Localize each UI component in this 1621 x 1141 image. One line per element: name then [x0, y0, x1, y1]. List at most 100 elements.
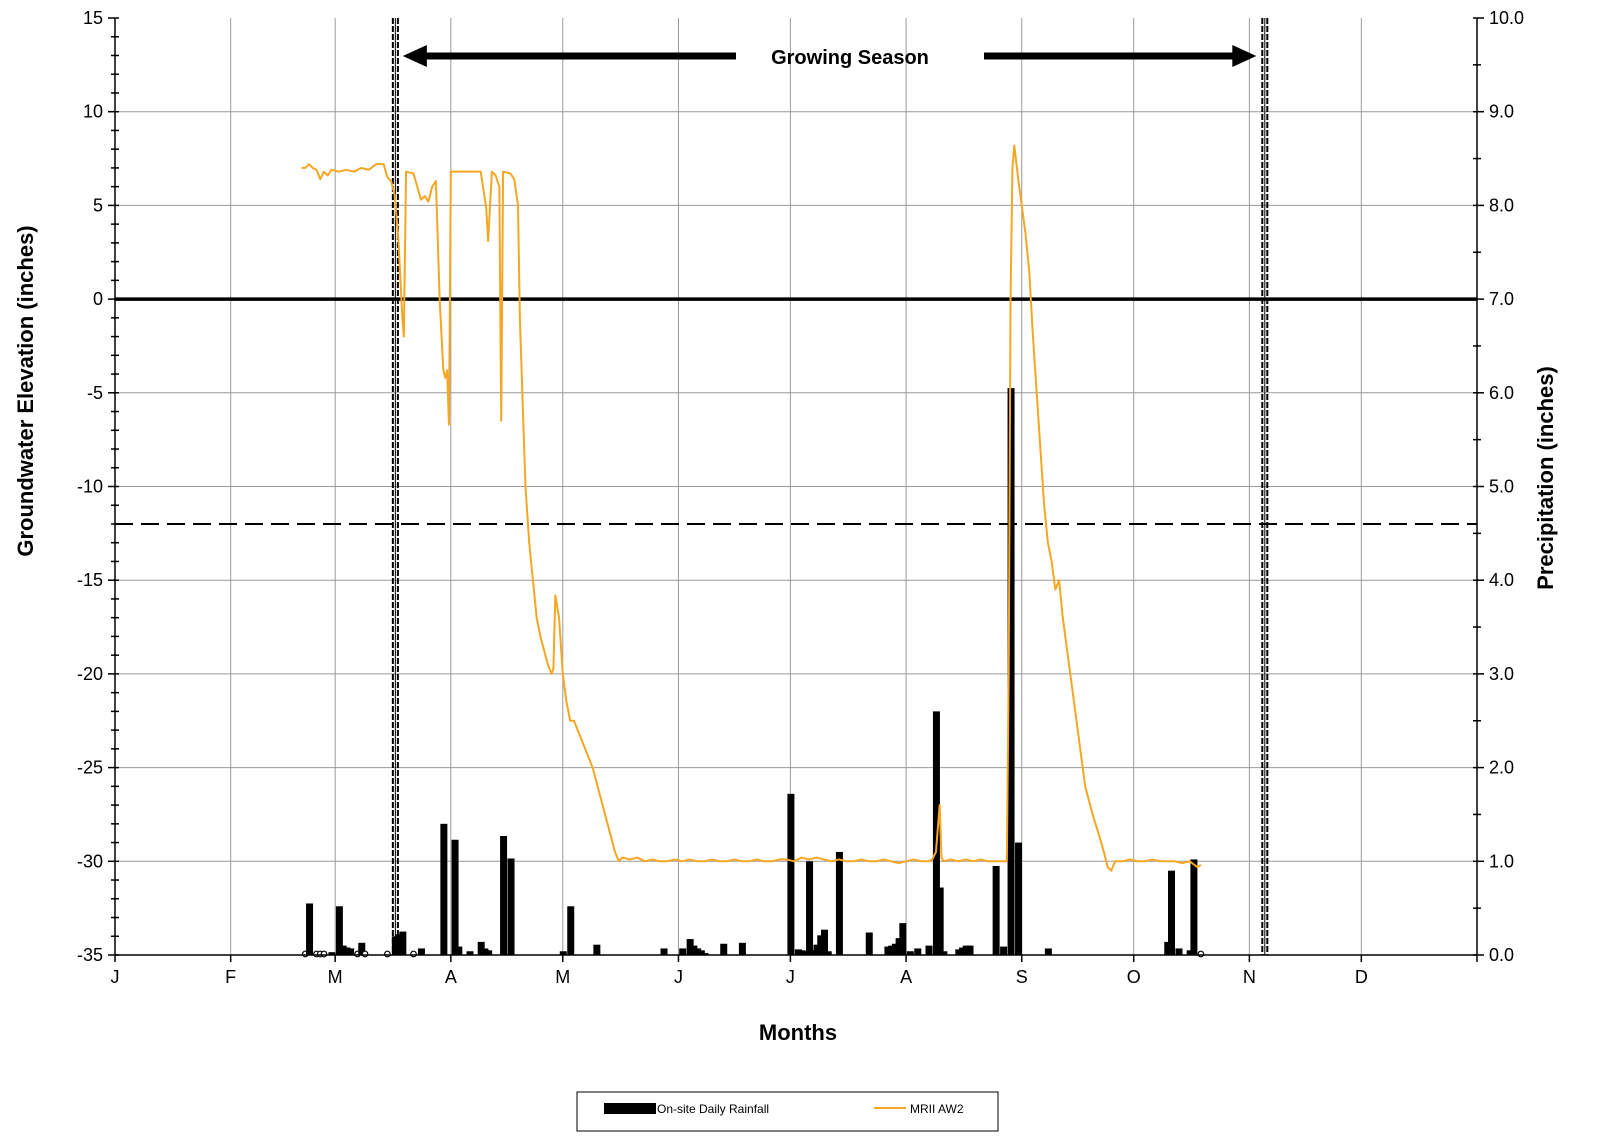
rainfall-bar [738, 942, 746, 955]
rainfall-bar [899, 923, 907, 955]
left-tick-label: -5 [87, 383, 103, 403]
rainfall-bar [466, 951, 474, 955]
rainfall-bar [660, 948, 668, 955]
rainfall-bar [940, 951, 948, 955]
legend-swatch-rainfall [604, 1103, 656, 1114]
rainfall-bar [417, 948, 425, 955]
right-tick-label: 5.0 [1489, 477, 1514, 497]
rainfall-bar [451, 839, 459, 955]
right-tick-label: 8.0 [1489, 195, 1514, 215]
rainfall-bar [806, 861, 814, 955]
rainfall-bar [1164, 941, 1172, 955]
legend: On-site Daily Rainfall MRII AW2 [576, 1091, 999, 1132]
rainfall-bar [686, 939, 694, 955]
rainfall-bar [925, 945, 933, 955]
month-tick-label: M [555, 967, 570, 987]
rainfall-bar [694, 948, 702, 955]
right-tick-label: 1.0 [1489, 851, 1514, 871]
right-tick-label: 10.0 [1489, 8, 1524, 28]
rainfall-zero-marker [361, 950, 369, 958]
rainfall-bar [794, 949, 802, 955]
left-y-axis-title: Groundwater Elevation (inches) [13, 225, 38, 556]
rainfall-bar [1186, 950, 1194, 955]
month-tick-label: A [900, 967, 912, 987]
right-tick-label: 7.0 [1489, 289, 1514, 309]
rainfall-bar [481, 948, 489, 955]
growing-season-label: Growing Season [771, 47, 929, 69]
rainfall-bar [339, 945, 347, 955]
rainfall-bar [865, 932, 873, 955]
rainfall-bar [992, 865, 1000, 955]
month-tick-label: D [1355, 967, 1368, 987]
month-tick-label: S [1016, 967, 1028, 987]
rainfall-bar [679, 948, 687, 955]
rainfall-zero-marker [320, 950, 328, 958]
rainfall-bar [820, 929, 828, 955]
growing-season-arrowhead-right [1232, 45, 1257, 67]
month-tick-label: J [674, 967, 683, 987]
growing-season-markers [391, 18, 1269, 955]
groundwater-line [301, 144, 1202, 872]
rainfall-bar [891, 943, 899, 955]
rainfall-bar [391, 936, 399, 955]
rainfall-bar [335, 906, 343, 955]
rainfall-bar [567, 906, 575, 955]
left-tick-label: -25 [77, 758, 103, 778]
month-tick-label: M [328, 967, 343, 987]
rainfall-bar [306, 903, 314, 955]
x-axis-title: Months [759, 1020, 837, 1045]
right-tick-label: 4.0 [1489, 570, 1514, 590]
rainfall-bar [358, 942, 366, 955]
left-tick-label: -30 [77, 851, 103, 871]
rainfall-zero-marker [1197, 950, 1205, 958]
rainfall-bar [343, 947, 351, 955]
right-tick-label: 2.0 [1489, 758, 1514, 778]
rainfall-bar [824, 951, 832, 955]
left-tick-label: 0 [93, 289, 103, 309]
rainfall-bar [966, 945, 974, 955]
month-tick-label: A [445, 967, 457, 987]
rainfall-bar [798, 950, 806, 955]
rainfall-bar [507, 858, 515, 955]
right-tick-label: 6.0 [1489, 383, 1514, 403]
rainfall-bar [1015, 842, 1023, 955]
rainfall-bar [399, 931, 407, 955]
rainfall-bar [720, 943, 728, 955]
rainfall-bar [809, 950, 817, 955]
tick-labels: 15 10 5 0 -5 -10 -15 -20 -25 -30 -35 10.0 9.0 8.0 7.0 6… [77, 8, 1524, 987]
growing-season-annotation: Growing Season [402, 45, 1257, 69]
left-tick-label: 15 [83, 8, 103, 28]
rainfall-bar [559, 951, 567, 955]
rainfall-bar [802, 951, 810, 955]
rainfall-bar [906, 951, 914, 955]
rainfall-bar [697, 950, 705, 955]
rainfall-bar [955, 949, 963, 955]
month-tick-label: J [786, 967, 795, 987]
right-tick-label: 3.0 [1489, 664, 1514, 684]
mrii-aw2-line [301, 144, 1202, 872]
rainfall-bar [914, 948, 922, 955]
right-tick-label: 9.0 [1489, 102, 1514, 122]
month-tick-label: F [225, 967, 236, 987]
rainfall-zero-marker [410, 950, 417, 958]
rainfall-bar [787, 793, 795, 955]
rainfall-bar [500, 836, 508, 955]
rainfall-bar [701, 953, 709, 955]
rainfall-bar [477, 941, 485, 955]
month-tick-label: O [1127, 967, 1141, 987]
rainfall-bar [328, 952, 336, 955]
rainfall-bar [813, 944, 821, 955]
right-tick-label: 0.0 [1489, 945, 1514, 965]
rainfall-bar [895, 938, 903, 955]
rainfall-bar [690, 945, 698, 955]
rainfall-bar [1000, 946, 1008, 955]
rainfall-bar [1007, 388, 1015, 955]
left-tick-label: -15 [77, 570, 103, 590]
right-y-axis-title: Precipitation (inches) [1533, 366, 1558, 590]
legend-label-rainfall: On-site Daily Rainfall [657, 1102, 769, 1116]
legend-label-mrii-aw2: MRII AW2 [910, 1102, 964, 1116]
rainfall-bar [884, 946, 892, 955]
rainfall-bar [959, 947, 967, 955]
growing-season-arrowhead-left [402, 45, 427, 67]
axes [108, 17, 1484, 962]
